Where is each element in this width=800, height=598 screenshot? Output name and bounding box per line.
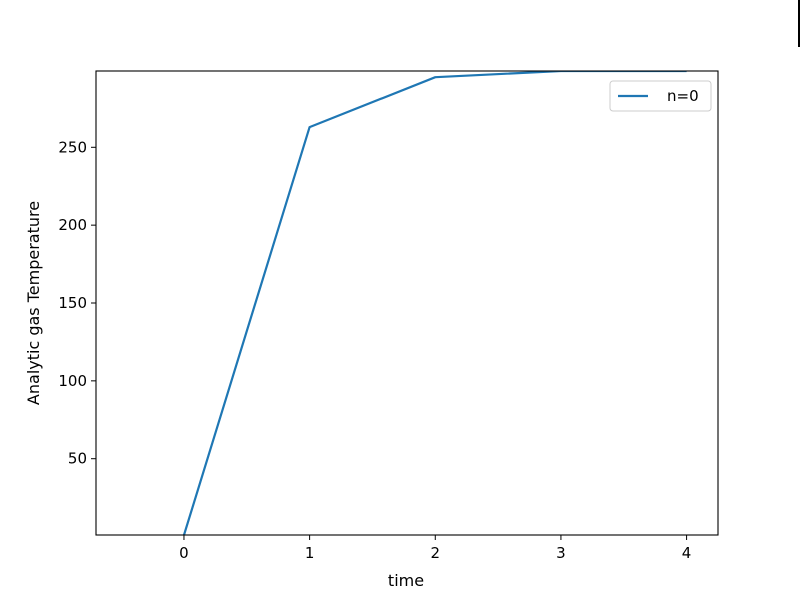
- legend: n=0: [609, 80, 712, 112]
- x-axis-ticks: 0 1 2 3 4: [179, 535, 691, 562]
- y-tick-label: 250: [58, 138, 87, 156]
- x-tick-label: 1: [305, 544, 315, 562]
- x-tick-label: 4: [682, 544, 692, 562]
- x-axis-label: time: [388, 571, 424, 590]
- y-tick-label: 50: [68, 450, 87, 468]
- x-tick-label: 3: [556, 544, 566, 562]
- y-axis-ticks: 50 100 150 200 250: [58, 138, 96, 468]
- legend-label-0: n=0: [667, 87, 699, 105]
- x-tick-label: 0: [179, 544, 189, 562]
- y-tick-label: 200: [58, 216, 87, 234]
- y-tick-label: 100: [58, 372, 87, 390]
- legend-box: [609, 80, 712, 112]
- y-tick-label: 150: [58, 294, 87, 312]
- plot-area: [95, 70, 719, 536]
- series-line-0: [182, 71, 687, 535]
- x-tick-label: 2: [430, 544, 440, 562]
- y-axis-label: Analytic gas Temperature: [24, 201, 43, 405]
- window-edge-divider: [798, 0, 800, 47]
- plot-frame: [95, 70, 719, 536]
